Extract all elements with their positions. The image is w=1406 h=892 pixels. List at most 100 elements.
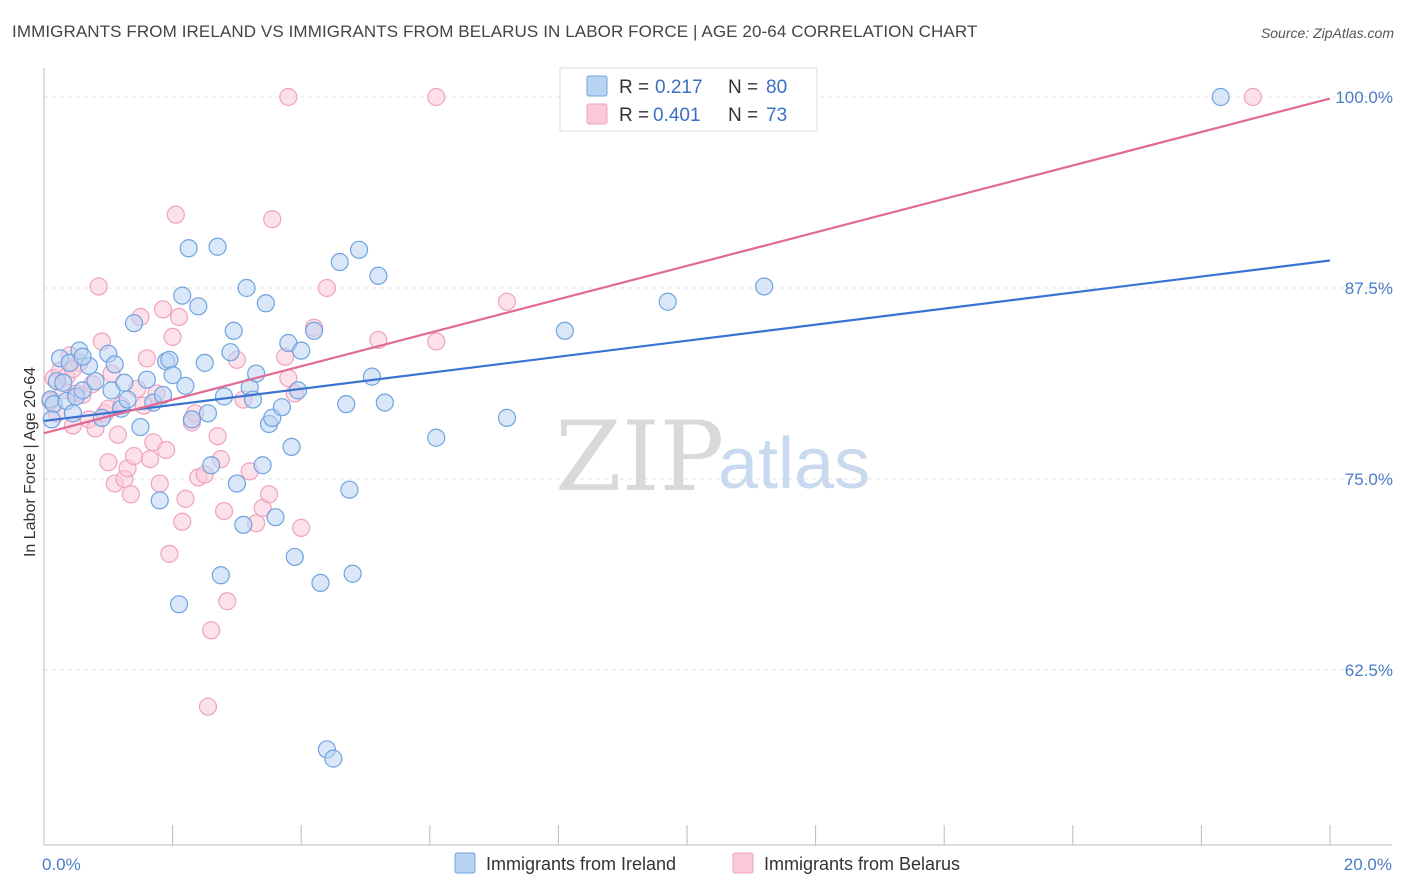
- legend-r-label-belarus: R =: [619, 105, 649, 126]
- ireland-point-66: [369, 266, 388, 285]
- belarus-point-37: [163, 327, 182, 346]
- watermark: ZIP atlas: [555, 401, 870, 513]
- ireland-point-49: [266, 508, 285, 527]
- ireland-point-35: [208, 237, 227, 256]
- belarus-trend-line: [43, 97, 1331, 435]
- ireland-point-29: [176, 376, 195, 395]
- ireland-point-38: [221, 343, 240, 362]
- ireland-point-53: [285, 547, 304, 567]
- series-ireland-points: [41, 87, 1230, 768]
- ireland-point-16: [105, 355, 124, 374]
- belarus-point-33: [150, 474, 169, 493]
- ireland-point-73: [1211, 87, 1230, 107]
- ireland-point-21: [137, 370, 156, 389]
- ireland-point-26: [163, 365, 182, 385]
- watermark-atlas: atlas: [718, 424, 870, 504]
- x-tick-max: 20.0%: [1344, 855, 1392, 874]
- ireland-point-34: [202, 456, 221, 475]
- belarus-point-47: [202, 621, 221, 640]
- y-tick-label-3: 100.0%: [1335, 88, 1393, 107]
- ireland-point-41: [234, 515, 253, 534]
- bottom-legend-swatch-ireland: [454, 852, 476, 874]
- belarus-point-34: [153, 300, 173, 319]
- ireland-point-77: [153, 385, 173, 405]
- belarus-point-50: [214, 501, 234, 521]
- trend-lines: [43, 97, 1331, 435]
- ireland-point-69: [497, 408, 517, 427]
- ireland-point-46: [256, 294, 275, 313]
- belarus-point-17: [99, 453, 118, 472]
- belarus-point-69: [427, 87, 446, 107]
- legend-n-value-belarus: 73: [766, 105, 787, 126]
- ireland-point-72: [755, 277, 774, 296]
- ireland-point-32: [189, 297, 208, 316]
- belarus-point-57: [259, 485, 279, 504]
- axes: [43, 68, 1392, 846]
- ireland-point-25: [160, 350, 179, 369]
- legend-swatch-ireland: [586, 75, 608, 97]
- ireland-point-30: [179, 239, 198, 258]
- belarus-point-64: [317, 278, 337, 298]
- ireland-point-7: [63, 404, 83, 423]
- ireland-point-71: [658, 292, 677, 311]
- belarus-point-39: [169, 307, 189, 327]
- y-tick-label-0: 62.5%: [1345, 661, 1393, 680]
- belarus-point-14: [89, 277, 108, 296]
- ireland-point-62: [340, 480, 359, 499]
- belarus-point-29: [137, 349, 156, 368]
- belarus-point-70: [1243, 87, 1262, 107]
- ireland-point-57: [311, 573, 330, 593]
- ireland-point-63: [343, 564, 362, 583]
- y-tick-labels: 62.5% 75.0% 87.5% 100.0%: [1335, 88, 1393, 680]
- belarus-point-58: [263, 210, 282, 229]
- legend: R = 0.217 N = 80 R = 0.401 N = 73: [559, 67, 818, 132]
- belarus-point-51: [218, 592, 237, 611]
- ireland-point-52: [282, 437, 301, 457]
- ireland-point-50: [272, 398, 292, 417]
- x-tick-min: 0.0%: [42, 855, 81, 874]
- ireland-point-28: [173, 286, 192, 305]
- y-tick-label-1: 75.0%: [1345, 470, 1393, 489]
- ireland-point-40: [227, 474, 246, 493]
- belarus-point-46: [198, 697, 218, 716]
- belarus-point-36: [160, 544, 179, 563]
- bottom-legend-label-belarus: Immigrants from Belarus: [764, 854, 960, 874]
- ireland-point-67: [375, 393, 394, 412]
- chart-title: IMMIGRANTS FROM IRELAND VS IMMIGRANTS FR…: [12, 22, 978, 41]
- legend-n-value-ireland: 80: [766, 77, 787, 98]
- ireland-point-37: [214, 387, 234, 406]
- ireland-point-60: [330, 252, 349, 272]
- ireland-point-39: [224, 321, 243, 340]
- ireland-point-20: [131, 417, 150, 437]
- grid-lines: [44, 96, 1392, 671]
- belarus-point-62: [292, 518, 311, 537]
- ireland-point-31: [182, 410, 201, 429]
- belarus-point-30: [140, 450, 160, 469]
- ireland-point-61: [337, 395, 356, 414]
- belarus-point-41: [176, 489, 195, 508]
- watermark-zip: ZIP: [555, 401, 724, 513]
- ireland-point-78: [198, 404, 218, 423]
- y-tick-label-2: 87.5%: [1345, 279, 1393, 298]
- bottom-legend-label-ireland: Immigrants from Ireland: [486, 854, 676, 874]
- ireland-point-36: [211, 566, 230, 585]
- ireland-point-4: [54, 373, 73, 392]
- ireland-point-59: [324, 749, 343, 768]
- ireland-point-10: [73, 381, 92, 400]
- ireland-point-18: [118, 390, 137, 409]
- legend-r-value-ireland: 0.217: [655, 77, 703, 98]
- ireland-point-75: [73, 347, 92, 366]
- legend-n-label-belarus: N =: [728, 105, 758, 126]
- ireland-point-27: [169, 595, 189, 614]
- series-belarus-points: [41, 87, 1262, 716]
- belarus-point-67: [497, 292, 517, 311]
- ireland-point-19: [124, 314, 144, 333]
- ireland-point-56: [304, 321, 324, 340]
- ireland-trend-line: [43, 259, 1331, 423]
- ireland-point-68: [427, 428, 446, 447]
- ireland-point-76: [115, 373, 134, 392]
- ireland-point-70: [555, 321, 574, 340]
- ireland-point-33: [195, 353, 214, 372]
- ireland-point-12: [86, 372, 105, 391]
- bottom-legend: Immigrants from Ireland Immigrants from …: [454, 852, 960, 874]
